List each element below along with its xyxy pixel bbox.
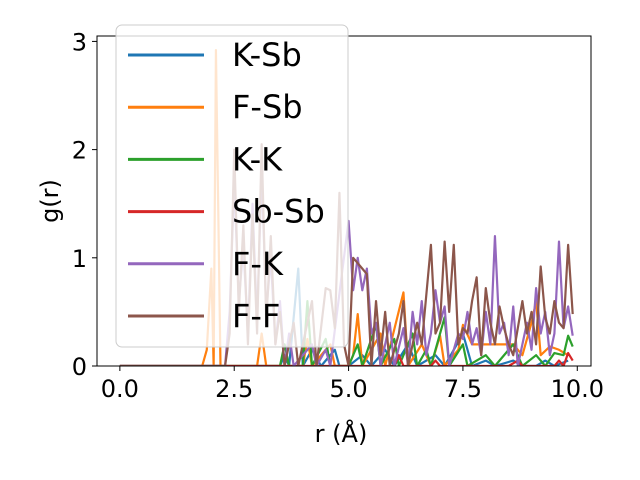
legend-label-k-sb: K-Sb [232,36,302,74]
x-tick-label: 2.5 [215,375,253,403]
y-tick-label: 3 [72,28,87,56]
x-tick-label: 7.5 [444,375,482,403]
legend-box [115,24,349,348]
legend: K-Sb F-Sb K-K Sb-Sb F-K F-F [115,24,349,348]
y-tick-label: 1 [72,245,87,273]
legend-label-f-f: F-F [232,297,280,335]
legend-label-f-k: F-K [232,245,284,283]
x-tick-label: 10.0 [551,375,604,403]
legend-label-f-sb: F-Sb [232,88,303,126]
legend-label-k-k: K-K [232,140,283,178]
series-line-sb-sb [119,351,574,366]
legend-label-sb-sb: Sb-Sb [232,193,325,231]
x-tick-label: 5.0 [329,375,367,403]
y-tick-label: 2 [72,137,87,165]
y-tick-label: 0 [72,353,87,381]
x-axis-label: r (Å) [315,419,368,448]
x-tick-label: 0.0 [101,375,139,403]
y-axis-label: g(r) [36,179,64,223]
